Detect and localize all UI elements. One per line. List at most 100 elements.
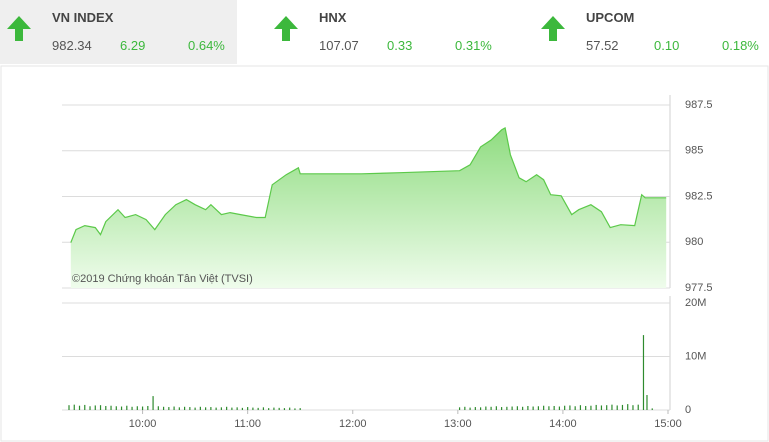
index-percent: 0.31% xyxy=(455,38,492,53)
y-tick-label: 985 xyxy=(685,145,703,157)
volume-bar xyxy=(110,405,112,410)
volume-bar xyxy=(73,404,75,410)
x-tick-label: 10:00 xyxy=(129,418,157,430)
index-name: HNX xyxy=(319,10,347,25)
volume-bar xyxy=(262,407,265,410)
y-tick-label: 20M xyxy=(685,297,706,309)
volume-bar xyxy=(115,406,117,410)
volume-bar xyxy=(474,407,476,410)
volume-bar xyxy=(611,404,613,410)
volume-bar xyxy=(553,405,555,410)
volume-bar xyxy=(485,406,487,410)
volume-bar xyxy=(205,407,207,410)
volume-bar xyxy=(199,406,201,410)
price-line xyxy=(70,126,667,243)
volume-bar xyxy=(511,406,513,410)
x-tick-label: 11:00 xyxy=(234,418,261,430)
y-tick-label: 0 xyxy=(685,404,691,416)
index-value: 982.34 xyxy=(52,38,92,53)
volume-bar xyxy=(548,406,550,410)
index-percent: 0.18% xyxy=(722,38,759,53)
volume-bar xyxy=(273,407,275,410)
volume-bar xyxy=(616,405,618,410)
volume-bar xyxy=(89,406,91,410)
volume-bar xyxy=(68,405,70,410)
volume-bar xyxy=(537,406,539,410)
volume-bar xyxy=(532,406,534,410)
volume-bar xyxy=(289,407,291,410)
volume-bar xyxy=(294,408,296,410)
index-change: 6.29 xyxy=(120,38,146,53)
frame xyxy=(0,65,769,442)
volume-bar xyxy=(464,406,466,410)
y-tick-label: 977.5 xyxy=(685,282,713,294)
volume-bar xyxy=(469,407,471,410)
x-tick-label: 14:00 xyxy=(549,418,577,430)
volume-bar xyxy=(543,405,545,410)
x-tick-label: 15:00 xyxy=(654,418,682,430)
volume-bar xyxy=(651,408,653,410)
volume-bar xyxy=(178,407,180,410)
index-cell[interactable]: UPCOM 57.52 0.10 0.18% xyxy=(534,0,769,64)
volume-bar xyxy=(516,406,518,410)
up-arrow xyxy=(7,16,31,41)
volume-bar xyxy=(627,404,629,410)
volume-bar xyxy=(558,406,561,410)
volume-bar xyxy=(78,405,81,410)
volume-bar xyxy=(595,404,597,410)
index-change: 0.10 xyxy=(654,38,680,53)
volume-bar xyxy=(184,406,186,410)
volume-bar xyxy=(231,407,233,410)
index-cell[interactable]: HNX 107.07 0.33 0.31% xyxy=(267,0,523,64)
y-tick-label: 987.5 xyxy=(685,99,713,111)
index-cell[interactable]: VN INDEX 982.34 6.29 0.64% xyxy=(0,0,237,64)
volume-bar xyxy=(126,405,128,410)
up-arrow xyxy=(541,16,565,41)
x-tick-label: 13:00 xyxy=(444,418,472,430)
area-fill xyxy=(70,127,667,289)
volume-bar xyxy=(527,405,529,410)
volume-bar xyxy=(226,406,228,410)
volume-bar xyxy=(141,406,144,410)
volume-bar xyxy=(162,406,165,410)
y-tick-label: 10M xyxy=(685,350,706,362)
volume-bar xyxy=(585,405,587,410)
index-name: UPCOM xyxy=(586,10,635,25)
volume-bar xyxy=(94,405,96,410)
volume-bar xyxy=(210,407,212,410)
y-tick-label: 982.5 xyxy=(685,190,713,202)
index-change: 0.33 xyxy=(387,38,413,53)
volume-bar xyxy=(642,335,645,410)
volume-bar xyxy=(278,407,280,410)
volume-bar xyxy=(247,407,249,410)
copyright: ©2019 Chứng khoán Tân Việt (TVSI) xyxy=(72,273,253,285)
volume-bar xyxy=(189,407,191,410)
volume-bar xyxy=(241,407,243,410)
index-percent: 0.64% xyxy=(188,38,225,53)
volume-bar xyxy=(84,404,86,410)
up-arrow xyxy=(274,16,298,41)
volume-bar xyxy=(147,405,149,410)
volume-bar xyxy=(564,405,566,410)
index-value: 107.07 xyxy=(319,38,359,53)
volume-bar xyxy=(99,405,102,410)
volume-bar xyxy=(501,407,503,410)
volume-bar xyxy=(152,396,154,410)
y-tick-label: 980 xyxy=(685,236,703,248)
volume-bar xyxy=(479,407,482,410)
x-tick-label: 12:00 xyxy=(339,418,367,430)
index-name: VN INDEX xyxy=(52,10,114,25)
volume-bar xyxy=(574,406,576,410)
volume-bar xyxy=(236,407,238,410)
volume-bar xyxy=(646,395,648,410)
volume-bar xyxy=(299,408,301,410)
volume-bar xyxy=(600,405,603,410)
volume-bar xyxy=(621,404,624,410)
volume-bar xyxy=(194,407,196,410)
volume-bar xyxy=(168,407,170,410)
volume-bar xyxy=(579,405,582,410)
volume-bar xyxy=(522,406,524,410)
volume-bar xyxy=(506,406,508,410)
